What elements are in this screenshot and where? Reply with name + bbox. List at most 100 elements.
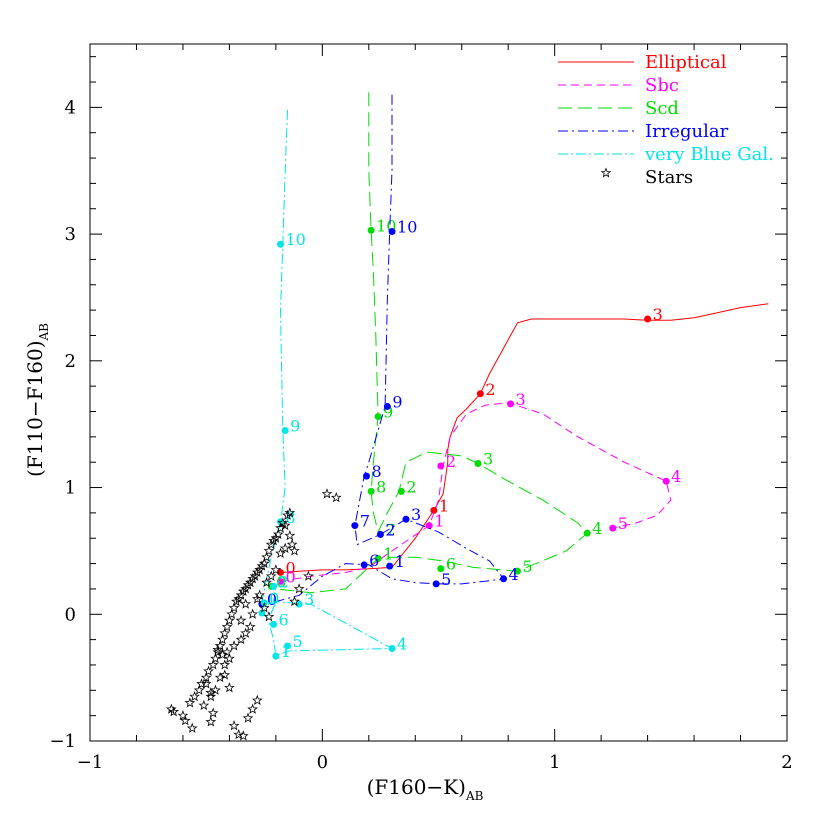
legend-label-elliptical: Elliptical (645, 52, 727, 73)
star-point (207, 659, 219, 670)
star-point (226, 608, 238, 619)
sbc-age-label: 4 (671, 467, 681, 486)
elliptical-age-label: 3 (653, 305, 663, 324)
irregular-age-point (383, 402, 391, 410)
very-blue-gal-age-label: 9 (290, 417, 300, 436)
star-point (244, 621, 256, 632)
scd-age-label: 7 (385, 520, 395, 539)
star-point (242, 712, 254, 723)
x-tick-label: −1 (77, 752, 104, 773)
legend-label-sbc: Sbc (645, 75, 679, 96)
star-point (228, 602, 240, 613)
scd-age-label: 8 (376, 477, 386, 496)
very-blue-gal-age-label: 5 (292, 632, 302, 651)
scd-age-label: 5 (522, 557, 532, 576)
very-blue-gal-age-label: 6 (279, 610, 289, 629)
star-point (221, 621, 233, 632)
scd-age-point (474, 459, 482, 467)
star-point (251, 566, 263, 578)
star-point (251, 694, 263, 706)
elliptical-age-label: 1 (439, 496, 449, 515)
very-blue-gal-age-label: 2 (279, 572, 289, 591)
legend-label-very-blue-gal: very Blue Gal. (644, 144, 774, 165)
star-point (251, 593, 263, 604)
star-point (247, 608, 258, 619)
x-axis-label: (F160−K)AB (367, 775, 484, 803)
y-tick-label: 0 (65, 604, 76, 625)
very-blue-gal-age-point (388, 644, 396, 652)
star-point (184, 697, 196, 708)
star-point (240, 598, 252, 609)
star-point (242, 579, 254, 590)
very-blue-gal-age-point (258, 609, 266, 617)
y-tick-label: 4 (65, 97, 76, 118)
legend-star-marker (600, 167, 612, 178)
scd-age-point (374, 555, 382, 563)
star-point (214, 640, 226, 651)
y-tick-label: 2 (65, 351, 76, 372)
star-point (279, 542, 291, 553)
elliptical-track (280, 303, 769, 573)
legend-label-irregular: Irregular (645, 121, 729, 142)
very-blue-gal-age-label: 0 (269, 589, 279, 608)
very-blue-gal-age-point (283, 642, 291, 650)
star-point (303, 570, 314, 581)
very-blue-gal-age-point (295, 600, 303, 608)
star-point (293, 583, 305, 594)
scd-age-label: 6 (446, 555, 456, 574)
sbc-age-point (425, 522, 433, 530)
irregular-age-label: 10 (397, 218, 417, 237)
very-blue-gal-age-label: 8 (286, 508, 296, 527)
star-point (284, 530, 296, 541)
very-blue-gal-age-point (270, 582, 278, 590)
star-point (284, 507, 296, 518)
x-tick-label: 2 (781, 752, 792, 773)
very-blue-gal-age-label: 7 (267, 599, 277, 618)
star-point (203, 665, 214, 676)
star-point (200, 678, 212, 689)
irregular-age-point (376, 530, 384, 538)
star-point (261, 576, 272, 588)
star-point (330, 492, 342, 503)
irregular-age-point (500, 575, 508, 583)
star-point (186, 722, 198, 733)
star-point (261, 551, 272, 562)
star-point (237, 730, 249, 741)
very-blue-gal-age-point (270, 620, 278, 628)
star-point (168, 706, 180, 717)
irregular-age-label: 7 (360, 512, 370, 531)
star-point (258, 557, 270, 569)
irregular-age-point (388, 228, 396, 236)
scd-age-point (367, 226, 375, 234)
x-tick-label: 0 (317, 752, 328, 773)
star-point (258, 602, 270, 613)
star-point (254, 589, 265, 600)
star-point (214, 671, 226, 683)
scd-age-label: 2 (406, 477, 416, 496)
sbc-age-label: 3 (516, 390, 526, 409)
star-point (237, 585, 249, 597)
star-point (228, 720, 240, 731)
irregular-age-label: 2 (385, 520, 395, 539)
star-point (275, 547, 286, 559)
scd-age-label: 3 (483, 449, 493, 468)
sbc-age-label: 2 (446, 452, 456, 471)
irregular-age-point (402, 515, 410, 523)
irregular-age-label: 5 (441, 570, 451, 589)
star-point (205, 687, 217, 698)
irregular-age-label: 4 (509, 565, 519, 584)
y-axis-label: (F110−F160)AB (23, 323, 51, 477)
star-point (270, 564, 282, 575)
scd-age-point (367, 487, 375, 495)
scd-age-label: 4 (592, 519, 602, 538)
star-point (224, 652, 235, 664)
scd-age-label: 0 (276, 572, 286, 591)
scd-age-point (513, 567, 521, 575)
star-point (240, 627, 252, 638)
star-point (217, 649, 228, 660)
